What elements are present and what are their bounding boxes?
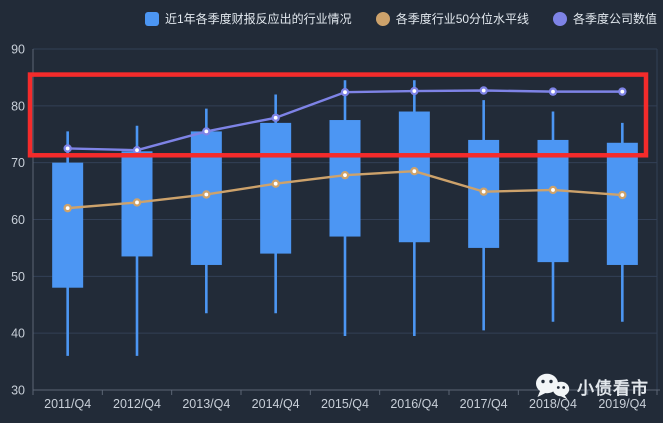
data-point-core [135, 200, 139, 205]
y-tick-label: 90 [11, 43, 25, 57]
candle-body [606, 142, 638, 265]
x-tick-label: 2015/Q4 [321, 397, 369, 411]
data-point-core [412, 89, 417, 93]
legend-item-industry-range[interactable]: 近1年各季度财报反应出的行业情况 [145, 12, 352, 26]
data-point-core [204, 129, 209, 134]
data-point-core [343, 173, 347, 178]
watermark: 小债看市 [534, 372, 649, 400]
x-tick-label: 2013/Q4 [182, 397, 230, 411]
data-point-core [135, 148, 139, 153]
legend-label: 近1年各季度财报反应出的行业情况 [165, 12, 352, 26]
data-point-core [620, 89, 625, 94]
x-tick-label: 2017/Q4 [460, 397, 508, 411]
x-tick-label: 2018/Q4 [529, 397, 577, 411]
x-tick-label: 2011/Q4 [44, 397, 91, 411]
data-point-core [65, 146, 70, 151]
highlight-annotation-box [27, 72, 649, 158]
y-tick-label: 70 [11, 156, 25, 170]
data-point-core [481, 88, 486, 93]
circle-marker-icon [375, 12, 390, 26]
y-tick-label: 30 [11, 384, 25, 398]
data-point-core [273, 181, 278, 186]
x-tick-label: 2016/Q4 [390, 397, 438, 411]
data-point-core [412, 169, 417, 174]
x-tick-label: 2019/Q4 [598, 397, 646, 411]
legend-label: 各季度行业50分位水平线 [395, 12, 530, 26]
legend-item-company-value[interactable]: 各季度公司数值 [553, 12, 657, 26]
legend-item-50th-percentile[interactable]: 各季度行业50分位水平线 [375, 12, 530, 26]
watermark-text: 小债看市 [577, 378, 649, 398]
candle-body [260, 122, 292, 254]
y-tick-label: 50 [11, 270, 25, 284]
data-point-core [481, 189, 486, 194]
data-point-core [620, 193, 625, 197]
candle-body [398, 111, 430, 243]
y-tick-label: 60 [11, 213, 25, 227]
circle-marker-icon [553, 12, 568, 26]
y-tick-label: 40 [11, 327, 25, 341]
chart-legend: 近1年各季度财报反应出的行业情况 各季度行业50分位水平线 各季度公司数值 [145, 12, 657, 26]
data-point-core [343, 90, 347, 95]
x-tick-label: 2012/Q4 [113, 397, 161, 411]
square-marker-icon [145, 12, 159, 26]
data-point-core [273, 115, 278, 120]
data-point-core [551, 89, 555, 94]
candle-body [537, 139, 569, 263]
y-tick-label: 80 [11, 99, 25, 113]
wechat-icon [536, 373, 570, 400]
x-tick-label: 2014/Q4 [252, 397, 300, 411]
candle-body [52, 162, 84, 288]
data-point-core [65, 206, 70, 211]
data-point-core [551, 188, 555, 192]
data-point-core [204, 192, 209, 197]
legend-label: 各季度公司数值 [573, 12, 658, 26]
